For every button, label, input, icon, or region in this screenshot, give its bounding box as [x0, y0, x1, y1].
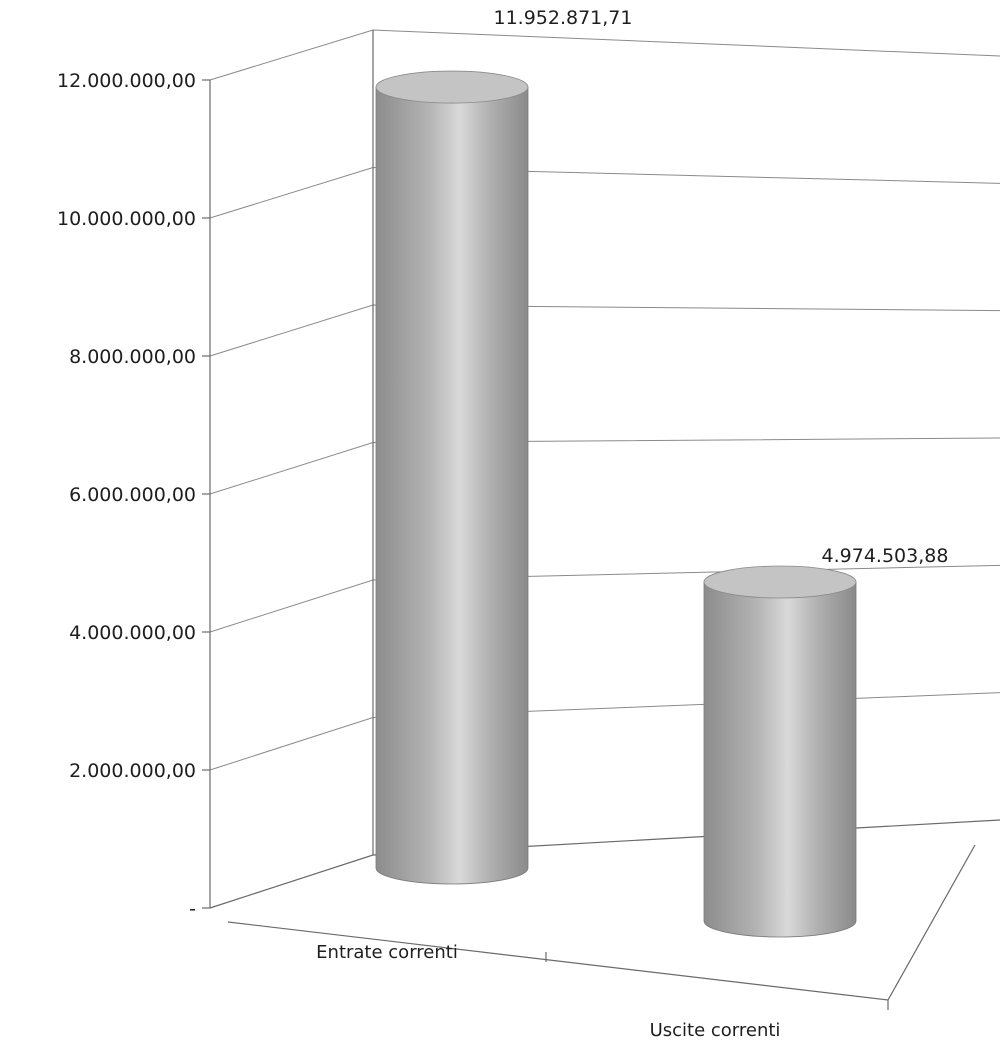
gridline: [209, 692, 1001, 771]
y-tick-label: 2.000.000,00: [69, 760, 196, 782]
gridline: [209, 564, 1001, 633]
y-tick-label: 12.000.000,00: [57, 70, 196, 92]
gridline: [209, 304, 1001, 357]
floor-back-edge: [209, 819, 1001, 909]
bar-top-1: [703, 565, 857, 599]
x-tick-label: Entrate correnti: [316, 942, 458, 963]
x-tick-label: Uscite correnti: [650, 1020, 781, 1041]
floor-front-edge: [227, 844, 976, 1001]
gridline: [209, 29, 1001, 81]
y-tick-label: 4.000.000,00: [69, 622, 196, 644]
y-tick-label: 6.000.000,00: [69, 484, 196, 506]
data-label: 11.952.871,71: [493, 7, 632, 29]
bars: [375, 70, 857, 938]
gridline: [209, 166, 1001, 219]
y-tick-label: -: [189, 898, 196, 920]
bar-0: [375, 86, 529, 885]
bar-top-0: [375, 70, 529, 104]
data-label: 4.974.503,88: [822, 545, 949, 567]
bar-1: [703, 581, 857, 938]
y-tick-label: 8.000.000,00: [69, 346, 196, 368]
labels: - 2.000.000,00 4.000.000,00 6.000.000,00 8.0…: [57, 7, 948, 1041]
axes: [202, 30, 1001, 1010]
y-tick-label: 10.000.000,00: [57, 208, 196, 230]
gridline: [209, 437, 1001, 495]
gridlines: [209, 29, 1001, 771]
